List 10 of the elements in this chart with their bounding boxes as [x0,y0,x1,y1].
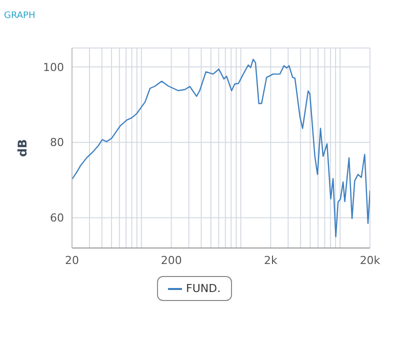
x-tick-label: 200 [160,254,182,267]
y-axis-title: dB [15,139,30,157]
y-tick-label: 100 [43,60,64,74]
x-tick-label: 20k [360,254,381,267]
y-tick-label: 80 [50,136,64,150]
y-tick-label: 60 [50,212,64,225]
x-tick-label: 2k [264,254,278,267]
chart-title: GRAPH [4,11,36,21]
x-tick-label: 20 [65,254,79,267]
legend-label: FUND. [186,282,221,295]
